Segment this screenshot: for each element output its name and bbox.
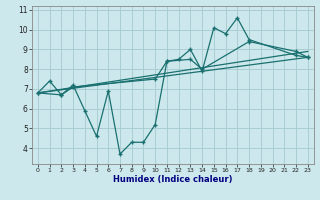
X-axis label: Humidex (Indice chaleur): Humidex (Indice chaleur) — [113, 175, 233, 184]
